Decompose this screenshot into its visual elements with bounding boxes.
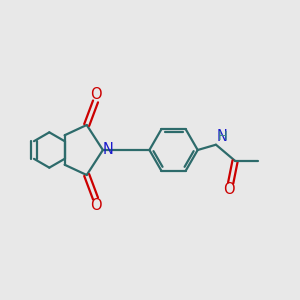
Text: H: H: [218, 130, 227, 143]
Text: N: N: [103, 142, 114, 158]
Text: N: N: [217, 129, 227, 144]
Text: O: O: [224, 182, 235, 197]
Text: O: O: [90, 87, 101, 102]
Text: O: O: [90, 198, 101, 213]
